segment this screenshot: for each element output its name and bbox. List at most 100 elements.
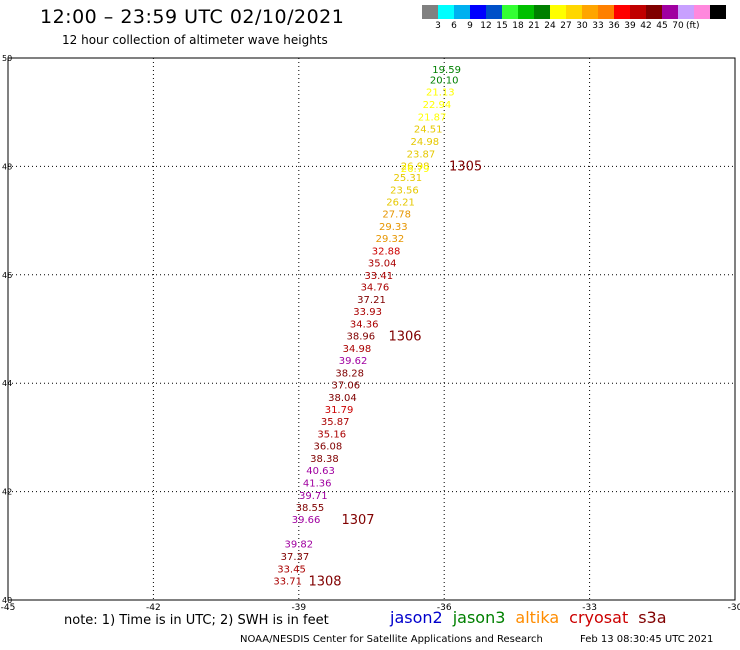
color-swatch — [710, 5, 726, 19]
wave-height-label: 29.33 — [379, 222, 408, 233]
color-scale-label: 39 — [624, 21, 636, 31]
color-scale-label: 15 — [496, 21, 508, 31]
x-tick-label: -45 — [1, 603, 16, 613]
color-scale-label: 12 — [480, 21, 492, 31]
wave-height-label: 37.06 — [331, 380, 360, 391]
wave-height-label: 27.78 — [382, 210, 411, 221]
wave-height-label: 32.88 — [372, 246, 401, 257]
pass-time-label: 1307 — [341, 513, 374, 528]
y-tick-label: 48 — [2, 162, 12, 171]
y-tick-label: 50 — [2, 54, 12, 63]
color-scale-label: 6 — [451, 21, 457, 31]
color-swatch — [550, 5, 566, 19]
x-tick-label: -42 — [146, 603, 161, 613]
pass-time-label: 1306 — [388, 330, 421, 345]
y-tick-label: 42 — [2, 488, 12, 497]
color-swatch — [582, 5, 598, 19]
pass-time-label: 1308 — [308, 574, 341, 589]
color-swatch — [486, 5, 502, 19]
wave-height-label: 38.38 — [310, 454, 339, 465]
wave-height-label: 38.55 — [296, 503, 325, 514]
wave-height-label: 23.56 — [390, 186, 419, 197]
wave-height-label: 33.93 — [353, 307, 382, 318]
wave-height-label: 31.79 — [325, 405, 354, 416]
color-scale-label: 24 — [544, 21, 556, 31]
x-tick-label: -30 — [728, 603, 740, 613]
wave-height-label: 39.66 — [292, 515, 321, 526]
wave-height-label: 39.71 — [299, 491, 328, 502]
color-scale-unit: (ft) — [686, 21, 700, 31]
page-title: 12:00 – 23:59 UTC 02/10/2021 — [40, 6, 345, 28]
wave-height-label: 33.45 — [277, 565, 306, 576]
footer-credit: NOAA/NESDIS Center for Satellite Applica… — [240, 634, 543, 645]
color-scale-label: 27 — [560, 21, 572, 31]
wave-height-label: 35.87 — [321, 417, 350, 428]
color-scale-label: 18 — [512, 21, 524, 31]
color-swatch — [518, 5, 534, 19]
color-swatch — [694, 5, 710, 19]
wave-height-label: 35.04 — [368, 258, 397, 269]
wave-height-label: 20.10 — [430, 76, 459, 87]
color-swatch — [422, 5, 438, 19]
color-scale-label: 9 — [467, 21, 473, 31]
color-scale-label: 30 — [576, 21, 588, 31]
color-swatch — [662, 5, 678, 19]
color-scale-label: 45 — [656, 21, 668, 31]
note-text: note: 1) Time is in UTC; 2) SWH is in fe… — [64, 613, 329, 628]
color-scale-label: 70 — [672, 21, 684, 31]
y-tick-label: 40 — [2, 596, 12, 605]
wave-height-label: 25.31 — [394, 173, 423, 184]
wave-height-label: 38.04 — [328, 393, 357, 404]
wave-height-label: 33.41 — [364, 271, 393, 282]
color-scale-label: 33 — [592, 21, 604, 31]
wave-height-label: 26.79 — [401, 164, 430, 175]
color-swatch — [646, 5, 662, 19]
pass-time-label: 1305 — [449, 159, 482, 174]
color-swatch — [630, 5, 646, 19]
wave-height-label: 24.51 — [414, 124, 443, 135]
wave-height-label: 38.28 — [335, 368, 364, 379]
y-tick-label: 46 — [2, 271, 12, 280]
color-swatch — [438, 5, 454, 19]
legend-entry: jason2 — [390, 608, 443, 627]
wave-height-label: 38.96 — [347, 332, 376, 343]
wave-height-label: 22.94 — [423, 100, 452, 111]
wave-height-label: 21.87 — [418, 113, 447, 124]
wave-height-label: 39.82 — [284, 540, 313, 551]
legend-entry: jason3 — [452, 608, 506, 627]
color-swatch — [470, 5, 486, 19]
color-swatch — [678, 5, 694, 19]
legend-entry: s3a — [638, 608, 667, 627]
x-tick-label: -33 — [582, 603, 597, 613]
wave-height-label: 39.62 — [339, 356, 368, 367]
color-swatch — [454, 5, 470, 19]
wave-height-label: 26.21 — [386, 198, 415, 209]
wave-height-label: 37.21 — [357, 295, 386, 306]
wave-height-label: 33.71 — [273, 576, 302, 587]
wave-height-label: 41.36 — [303, 478, 332, 489]
wave-height-label: 40.63 — [306, 466, 335, 477]
wave-height-label: 29.32 — [376, 234, 405, 245]
satellite-legend: jason2 jason3 altika cryosat s3a — [390, 608, 677, 627]
wave-height-label: 23.87 — [407, 149, 436, 160]
wave-height-label: 36.08 — [314, 442, 343, 453]
color-swatch — [566, 5, 582, 19]
color-scale-label: 3 — [435, 21, 441, 31]
page-subtitle: 12 hour collection of altimeter wave hei… — [62, 33, 328, 47]
y-tick-label: 44 — [2, 379, 12, 388]
color-swatch — [614, 5, 630, 19]
x-tick-label: -39 — [291, 603, 306, 613]
timestamp: Feb 13 08:30:45 UTC 2021 — [580, 634, 714, 645]
wave-height-label: 26.98 — [401, 161, 430, 172]
x-tick-label: -36 — [437, 603, 452, 613]
color-scale-label: 36 — [608, 21, 620, 31]
wave-height-label: 34.76 — [361, 283, 390, 294]
wave-height-label: 19.59 — [432, 65, 461, 76]
color-swatch — [598, 5, 614, 19]
wave-height-label: 34.36 — [350, 320, 379, 331]
wave-height-label: 34.98 — [343, 344, 372, 355]
wave-height-label: 21.13 — [426, 88, 455, 99]
wave-height-label: 37.37 — [281, 552, 310, 563]
legend-entry: cryosat — [569, 608, 629, 627]
